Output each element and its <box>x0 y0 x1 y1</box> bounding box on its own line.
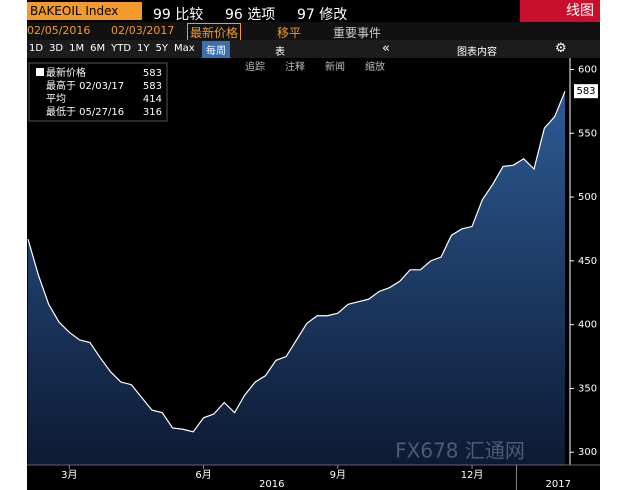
title-bar: BAKEOIL Index 99 比较 96 选项 97 修改 线图 <box>27 0 600 23</box>
last-value-label: 583 <box>576 86 595 97</box>
y-tick-label: 300 <box>578 447 597 458</box>
date-bar: 02/05/2016 02/03/2017 最新价格 移平 重要事件 <box>27 22 600 42</box>
tool-button[interactable]: 新闻 <box>325 60 345 73</box>
area <box>28 91 565 465</box>
year-label: 2017 <box>546 479 571 490</box>
y-tick-label: 600 <box>578 64 597 75</box>
ranges: 1D 3D 1M 6M YTD 1Y 5Y Max <box>29 43 201 54</box>
collapse[interactable]: « <box>382 41 390 56</box>
menu[interactable]: 96 选项 <box>225 7 276 23</box>
start-date[interactable]: 02/05/2016 <box>27 24 91 37</box>
last-value-box <box>574 84 598 99</box>
chart-content[interactable]: 图表内容 <box>457 47 497 58</box>
legend-label: 最高于 02/03/17 <box>46 79 124 92</box>
range-button[interactable]: YTD <box>111 43 132 54</box>
year-label: 2016 <box>259 479 284 490</box>
watermark: FX678 汇通网 <box>395 439 525 463</box>
range-button[interactable]: Max <box>174 43 195 54</box>
legend-value: 583 <box>143 68 162 79</box>
end-date[interactable]: 02/03/2017 <box>111 24 175 37</box>
legend-value: 583 <box>143 81 162 92</box>
settings[interactable]: ⚙ <box>555 41 567 56</box>
range-button[interactable]: 5Y <box>155 43 169 54</box>
legend-box <box>28 62 168 122</box>
table-button[interactable]: 表 <box>275 47 285 58</box>
y-tick-label: 500 <box>578 192 597 203</box>
range-button[interactable]: 1Y <box>137 43 150 54</box>
y-tick-label: 350 <box>578 383 597 394</box>
range-button[interactable]: 3D <box>49 43 64 54</box>
ticker[interactable]: BAKEOIL Index <box>27 2 142 20</box>
y-tick-label: 400 <box>578 320 597 331</box>
view-title: 线图 <box>520 0 600 22</box>
legend-value: 414 <box>143 94 162 105</box>
x-tick-label: 12月 <box>461 469 484 481</box>
x-tick-label: 3月 <box>61 469 77 481</box>
x-tick-label: 9月 <box>330 469 346 481</box>
y-tick-label: 550 <box>578 128 597 139</box>
tool-button[interactable]: 追踪 <box>245 60 265 73</box>
moving-avg[interactable]: 移平 <box>277 26 302 40</box>
legend-label: 平均 <box>46 93 66 105</box>
range-button[interactable]: 6M <box>90 43 106 54</box>
y-tick-label: 450 <box>578 256 597 267</box>
range-button[interactable]: 1D <box>29 43 44 54</box>
menu[interactable]: 99 比较 <box>153 7 204 23</box>
legend-value: 316 <box>143 107 162 118</box>
legend-label: 最低于 05/27/16 <box>46 105 124 118</box>
events[interactable]: 重要事件 <box>333 26 382 40</box>
x-tick-label: 6月 <box>195 469 211 481</box>
line <box>27 90 566 433</box>
menu[interactable]: 97 修改 <box>297 7 348 23</box>
range-button[interactable]: 1M <box>69 43 85 54</box>
legend-label: 最新价格 <box>46 66 86 79</box>
tool-button[interactable]: 注释 <box>285 60 305 73</box>
tool-button[interactable]: 缩放 <box>365 60 385 73</box>
legend-swatch <box>36 68 44 76</box>
period[interactable]: 每周 <box>202 41 230 58</box>
range-bar: 1D 3D 1M 6M YTD 1Y 5Y Max 每周 表 « 图表内容 ⚙ <box>27 40 600 58</box>
